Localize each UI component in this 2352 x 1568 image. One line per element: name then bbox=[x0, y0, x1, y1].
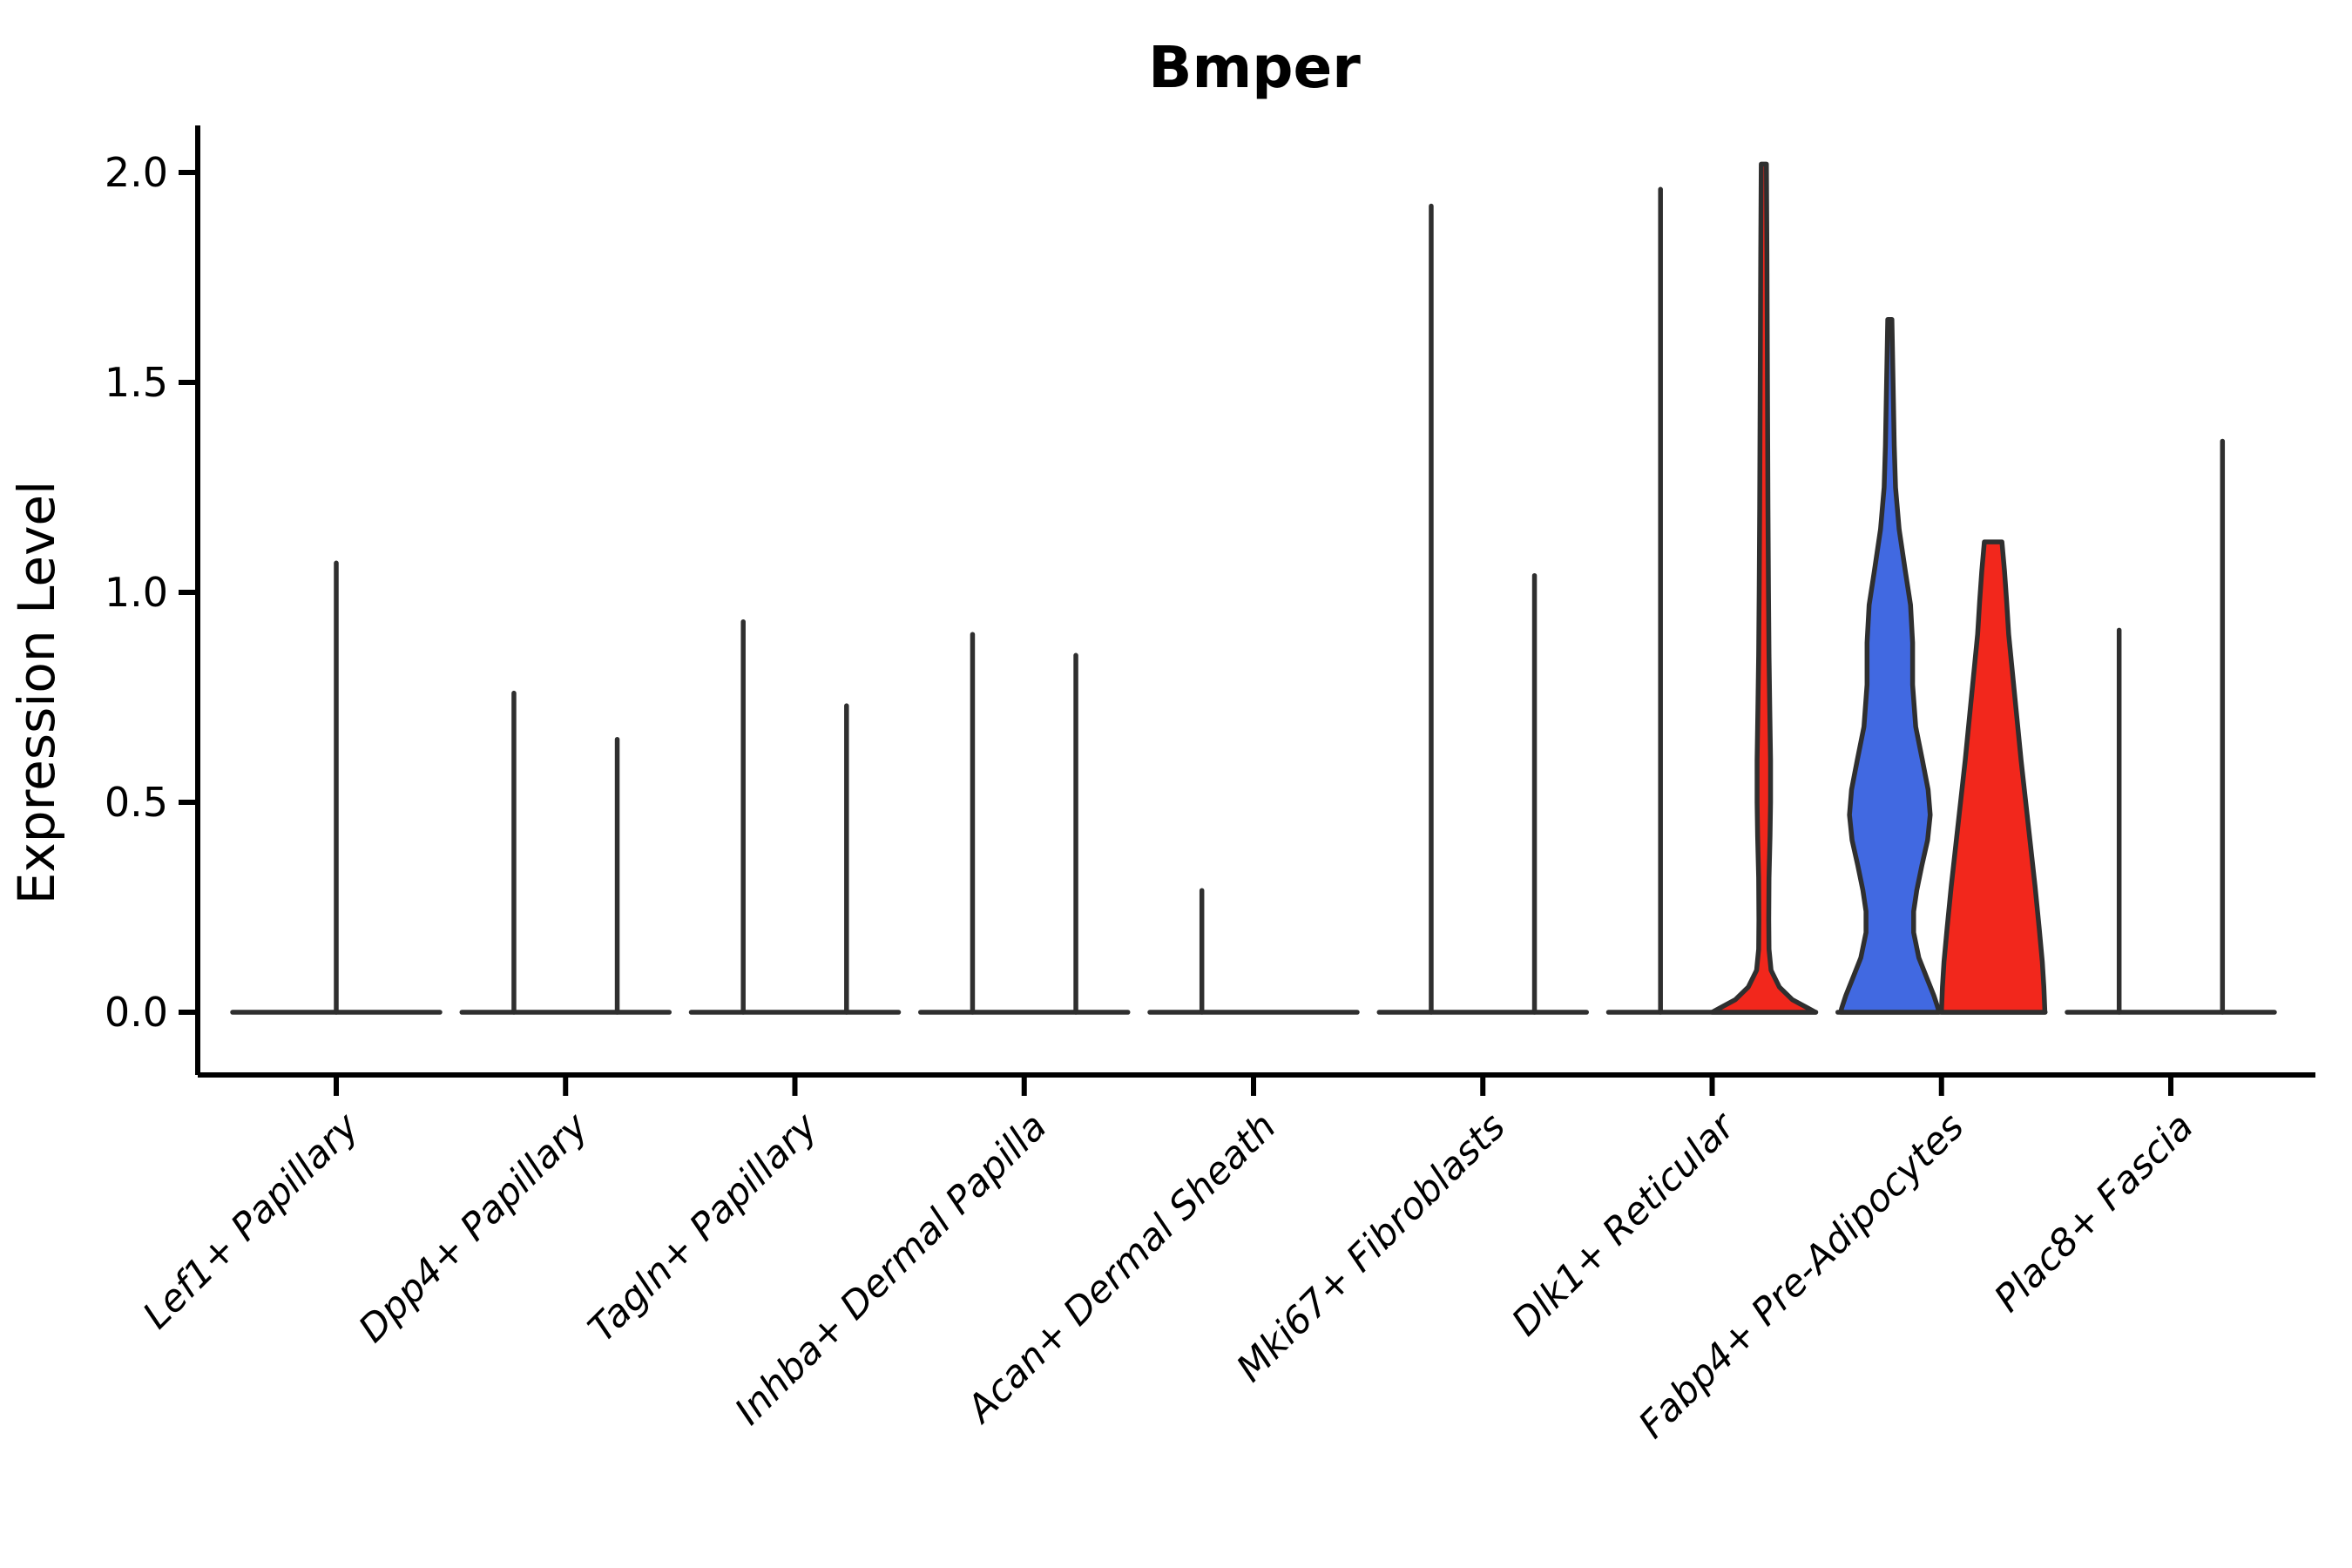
y-tick-label: 1.0 bbox=[105, 569, 168, 616]
y-tick-label: 0.0 bbox=[105, 989, 168, 1036]
violin-density bbox=[1838, 316, 1942, 1015]
violin-density bbox=[1709, 161, 1818, 1015]
chart-title: Bmper bbox=[1148, 34, 1361, 101]
violin-layer bbox=[230, 161, 2277, 1015]
y-tick-label: 2.0 bbox=[105, 149, 168, 196]
x-tick-label: Tagln+ Papillary bbox=[580, 1105, 827, 1351]
y-tick-label: 1.5 bbox=[105, 359, 168, 406]
y-tick-label: 0.5 bbox=[105, 779, 168, 826]
y-axis-title: Expression Level bbox=[7, 481, 66, 904]
x-tick-label: Plac8+ Fascia bbox=[1986, 1105, 2202, 1321]
x-tick-label: Dpp4+ Papillary bbox=[350, 1105, 597, 1351]
x-tick-label: Dlk1+ Reticular bbox=[1504, 1104, 1745, 1345]
violin-density bbox=[1938, 539, 2048, 1015]
axes-layer bbox=[179, 125, 2315, 1096]
x-tick-label: Lef1+ Papillary bbox=[135, 1105, 368, 1337]
